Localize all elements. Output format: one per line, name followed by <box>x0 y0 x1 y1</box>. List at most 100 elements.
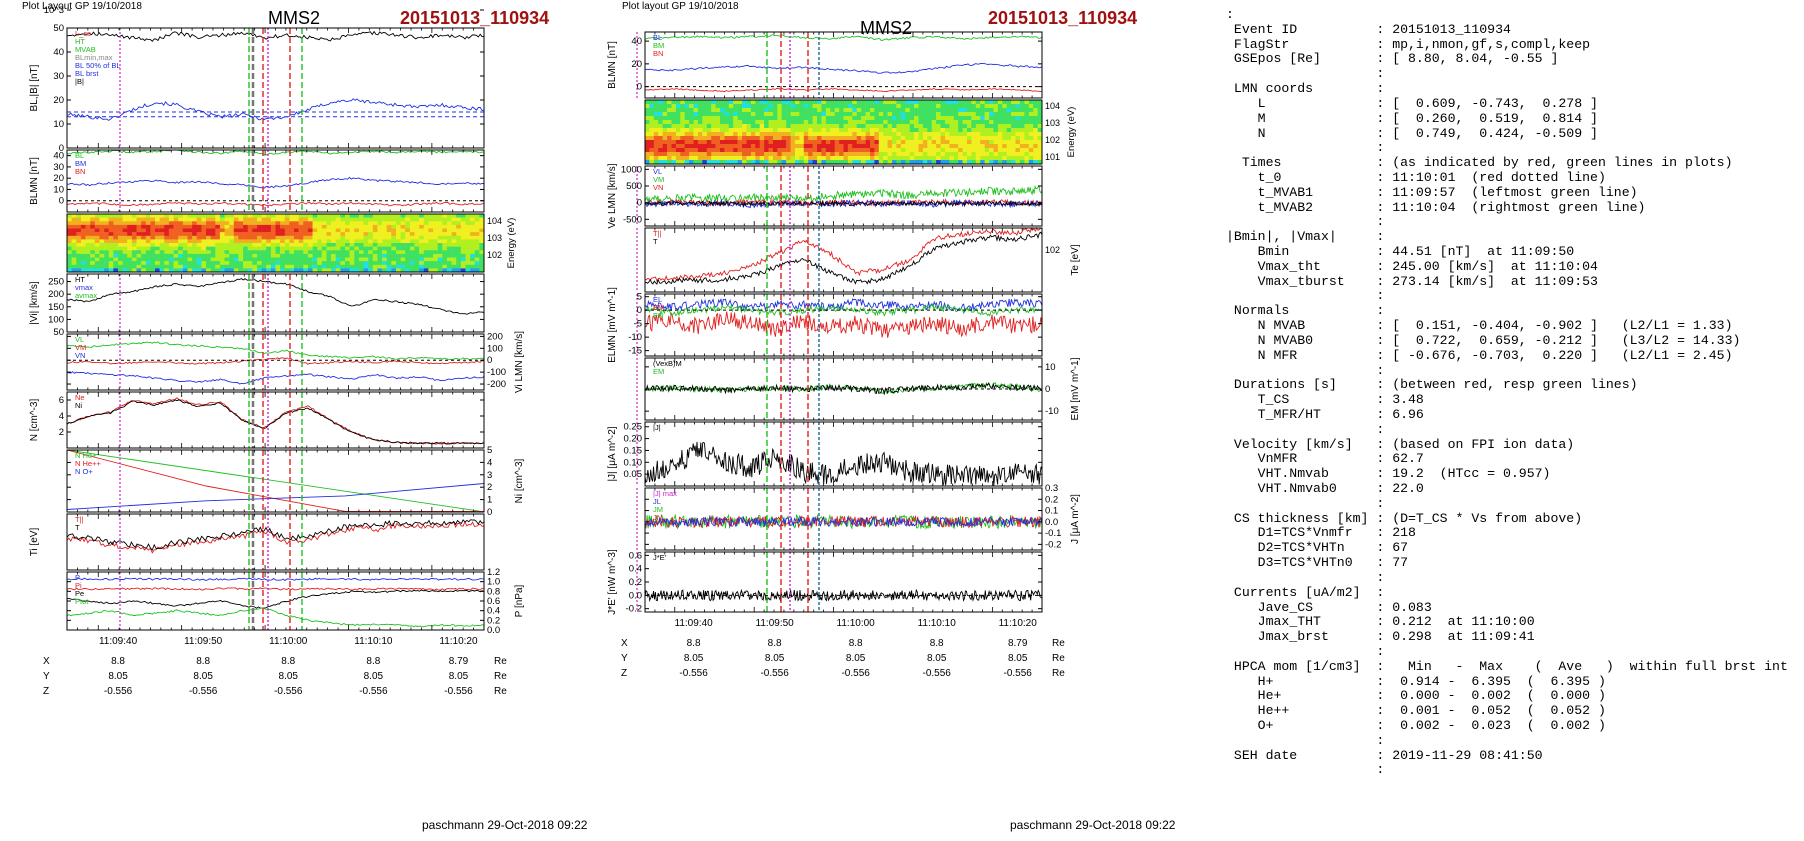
spectrogram-cell <box>706 104 712 109</box>
spectrogram-cell <box>280 257 285 262</box>
spectrogram-cell <box>768 156 774 161</box>
spectrogram-cell <box>136 221 142 226</box>
spectrogram-cell <box>442 221 448 226</box>
y-tick-label: 104 <box>487 216 502 226</box>
spectrogram-cell <box>786 136 791 141</box>
spectrogram-cell <box>967 152 972 157</box>
spectrogram-cell <box>104 264 109 269</box>
spectrogram-cell <box>446 268 452 273</box>
spectrogram-cell <box>984 132 990 137</box>
spectrogram-cell <box>839 140 844 145</box>
spectrogram-cell <box>750 108 756 113</box>
spectrogram-cell <box>326 253 332 258</box>
legend-entry: N O+ <box>75 467 93 476</box>
spectrogram-cell <box>958 156 963 161</box>
spectrogram-cell <box>750 116 756 121</box>
spectrogram-cell <box>680 144 685 149</box>
y-tick-label: 0.4 <box>629 564 642 575</box>
spectrogram-cell <box>108 232 114 236</box>
spectrogram-cell <box>905 144 910 149</box>
legend-entry: Pi <box>75 581 82 590</box>
spectrogram-cell <box>90 228 96 233</box>
spectrogram-cell <box>67 214 72 218</box>
spectrogram-cell <box>715 124 721 129</box>
spectrogram-cell <box>182 268 188 273</box>
spectrogram-cell <box>104 235 109 240</box>
spectrogram-cell <box>724 156 730 161</box>
spectrogram-cell <box>257 261 262 265</box>
spectrogram-cell <box>377 243 383 247</box>
spectrogram-cell <box>1024 128 1030 133</box>
spectrogram-cell <box>808 148 813 153</box>
spectrogram-cell <box>67 261 72 265</box>
spectrogram-cell <box>94 250 100 255</box>
right-panel-4: 102 Te [eV]T||T <box>636 226 1081 293</box>
spectrogram-cell <box>808 160 813 165</box>
spectrogram-cell <box>340 228 346 233</box>
spectrogram-cell <box>270 264 276 269</box>
spectrogram-cell <box>733 116 738 121</box>
spectrogram-cell <box>164 224 170 229</box>
spectrogram-cell <box>150 228 156 233</box>
spectrogram-cell <box>460 261 466 265</box>
spectrogram-cell <box>856 112 862 117</box>
spectrogram-cell <box>182 246 188 251</box>
spectrogram-cell <box>812 136 818 141</box>
spectrogram-cell <box>693 104 699 109</box>
spectrogram-cell <box>689 136 694 141</box>
spectrogram-cell <box>790 148 796 153</box>
spectrogram-cell <box>697 104 703 109</box>
y-tick-label: 100 <box>487 343 503 354</box>
spectrogram-cell <box>878 148 884 153</box>
spectrogram-cell <box>451 228 457 233</box>
spectrogram-cell <box>284 224 290 229</box>
spectrogram-cell <box>451 250 457 255</box>
y-tick-label: 40 <box>53 47 64 58</box>
spectrogram-cell <box>786 116 791 121</box>
spectrogram-cell <box>1019 128 1025 133</box>
spectrogram-cell <box>433 214 438 218</box>
spectrogram-cell <box>878 112 884 117</box>
spectrogram-cell <box>958 132 963 137</box>
spectrogram-cell <box>839 144 844 149</box>
spectrogram-cell <box>335 221 341 226</box>
spectrogram-cell <box>1028 140 1034 145</box>
spectrogram-cell <box>997 112 1003 117</box>
spectrogram-cell <box>321 250 327 255</box>
spectrogram-cell <box>861 100 866 105</box>
spectrogram-cell <box>1033 104 1038 109</box>
spectrogram-cell <box>104 232 109 236</box>
spectrogram-cell <box>1019 156 1025 161</box>
spectrogram-cell <box>215 257 221 262</box>
spectrogram-cell <box>409 253 415 258</box>
spectrogram-cell <box>812 160 818 165</box>
spectrogram-cell <box>294 250 299 255</box>
spectrogram-cell <box>479 214 485 218</box>
spectrogram-cell <box>702 104 707 109</box>
spectrogram-cell <box>210 221 216 226</box>
spectrogram-cell <box>777 100 782 105</box>
spectrogram-cell <box>164 214 170 218</box>
spectrogram-cell <box>861 104 866 109</box>
spectrogram-cell <box>470 221 475 226</box>
spectrogram-cell <box>971 136 977 141</box>
spectrogram-cell <box>247 250 253 255</box>
spectrogram-cell <box>229 221 235 226</box>
spectrogram-cell <box>437 253 443 258</box>
spectrogram-cell <box>1015 128 1021 133</box>
spectrogram-cell <box>215 217 221 222</box>
spectrogram-cell <box>433 232 438 236</box>
spectrogram-cell <box>702 116 707 121</box>
spectrogram-cell <box>993 152 999 157</box>
spectrogram-cell <box>414 264 420 269</box>
info-line: : <box>1226 7 1234 22</box>
spectrogram-cell <box>967 100 972 105</box>
spectrogram-cell <box>931 156 937 161</box>
spectrogram-cell <box>945 132 950 137</box>
spectrogram-cell <box>949 100 955 105</box>
spectrogram-cell <box>817 116 822 121</box>
spectrogram-cell <box>905 100 910 105</box>
spectrogram-cell <box>354 246 360 251</box>
spectrogram-cell <box>821 132 827 137</box>
spectrogram-cell <box>437 228 443 233</box>
